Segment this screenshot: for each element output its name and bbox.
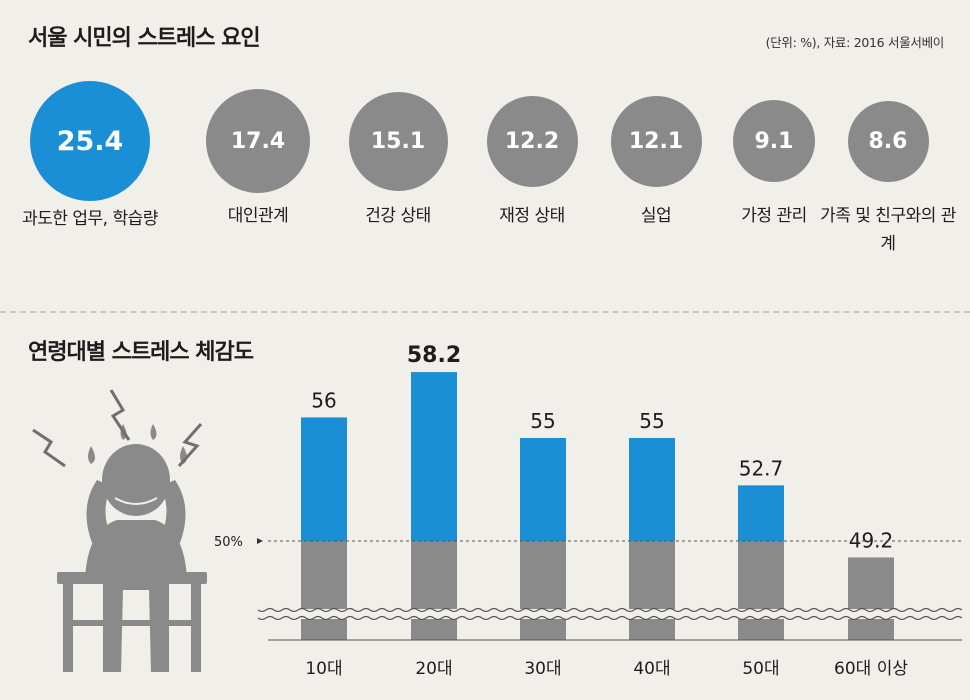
stressed-person-icon bbox=[32, 389, 207, 672]
bar bbox=[629, 438, 675, 541]
axis-break-wave bbox=[257, 607, 963, 613]
stress-factor-4: 12.2 재정 상태 bbox=[447, 80, 617, 230]
factor-circle: 25.4 bbox=[30, 81, 150, 201]
category-label: 20대 bbox=[415, 659, 452, 679]
category-label: 30대 bbox=[524, 659, 561, 679]
bar-base bbox=[301, 541, 347, 640]
category-label: 60대 이상 bbox=[834, 659, 908, 679]
axis-break-gap bbox=[258, 609, 962, 619]
factor-circle: 8.6 bbox=[847, 100, 929, 182]
section-title-age-chart: 연령대별 스트레스 체감도 bbox=[28, 340, 254, 365]
bar bbox=[301, 417, 347, 541]
age-stress-chart: 56 10대 58.2 20대 55 30대 55 40대 52.7 50대 49.2 60대 이상 5… bbox=[214, 343, 963, 679]
stress-factor-2: 17.4 대인관계 bbox=[173, 80, 343, 230]
axis-break-wave bbox=[257, 615, 963, 621]
source-note: (단위: %), 자료: 2016 서울서베이 bbox=[765, 35, 945, 50]
bar-base bbox=[411, 541, 457, 640]
bar-value-label: 56 bbox=[311, 388, 336, 412]
factor-label: 대인관계 bbox=[227, 206, 289, 226]
factor-label: 재정 상태 bbox=[499, 206, 565, 226]
bar-base bbox=[520, 541, 566, 640]
bar-value-label: 55 bbox=[639, 409, 664, 433]
stress-factor-6: 9.1 가정 관리 bbox=[689, 80, 859, 230]
bar bbox=[520, 438, 566, 541]
factor-circle: 15.1 bbox=[348, 91, 448, 191]
bar-value-label: 52.7 bbox=[739, 456, 784, 480]
stress-factor-7: 8.6 가족 및 친구와의 관계 bbox=[803, 80, 970, 258]
category-label: 10대 bbox=[305, 659, 342, 679]
stress-factor-5: 12.1 실업 bbox=[571, 80, 741, 230]
factor-label: 과도한 업무, 학습량 bbox=[22, 209, 158, 229]
factor-label: 실업 bbox=[640, 206, 672, 226]
factor-circle: 17.4 bbox=[206, 89, 310, 193]
factor-label: 가족 및 친구와의 관계 bbox=[820, 206, 956, 254]
bar-base bbox=[738, 541, 784, 640]
category-label: 40대 bbox=[633, 659, 670, 679]
category-label: 50대 bbox=[742, 659, 779, 679]
bar-base bbox=[629, 541, 675, 640]
stress-factor-3: 15.1 건강 상태 bbox=[313, 80, 483, 230]
section-title-factors: 서울 시민의 스트레스 요인 bbox=[28, 26, 261, 51]
bar bbox=[848, 557, 894, 640]
bar-value-label: 49.2 bbox=[849, 528, 894, 552]
reference-label: 50% bbox=[214, 535, 243, 550]
bar-value-label: 58.2 bbox=[407, 343, 461, 368]
factor-label: 가정 관리 bbox=[741, 206, 807, 226]
stress-factors-row: 25.4 과도한 업무, 학습량 17.4 대인관계 15.1 건강 상태 12.2 재정 상… bbox=[0, 80, 970, 295]
reference-arrow-icon bbox=[257, 538, 263, 544]
factor-circle: 9.1 bbox=[733, 100, 815, 182]
section-divider bbox=[0, 311, 970, 313]
bar bbox=[738, 485, 784, 541]
stress-factor-1: 25.4 과도한 업무, 학습량 bbox=[5, 80, 175, 233]
factor-circle: 12.2 bbox=[486, 95, 578, 187]
bar-value-label: 55 bbox=[530, 409, 555, 433]
bar bbox=[411, 372, 457, 541]
factor-label: 건강 상태 bbox=[365, 206, 431, 226]
factor-circle: 12.1 bbox=[610, 95, 702, 187]
